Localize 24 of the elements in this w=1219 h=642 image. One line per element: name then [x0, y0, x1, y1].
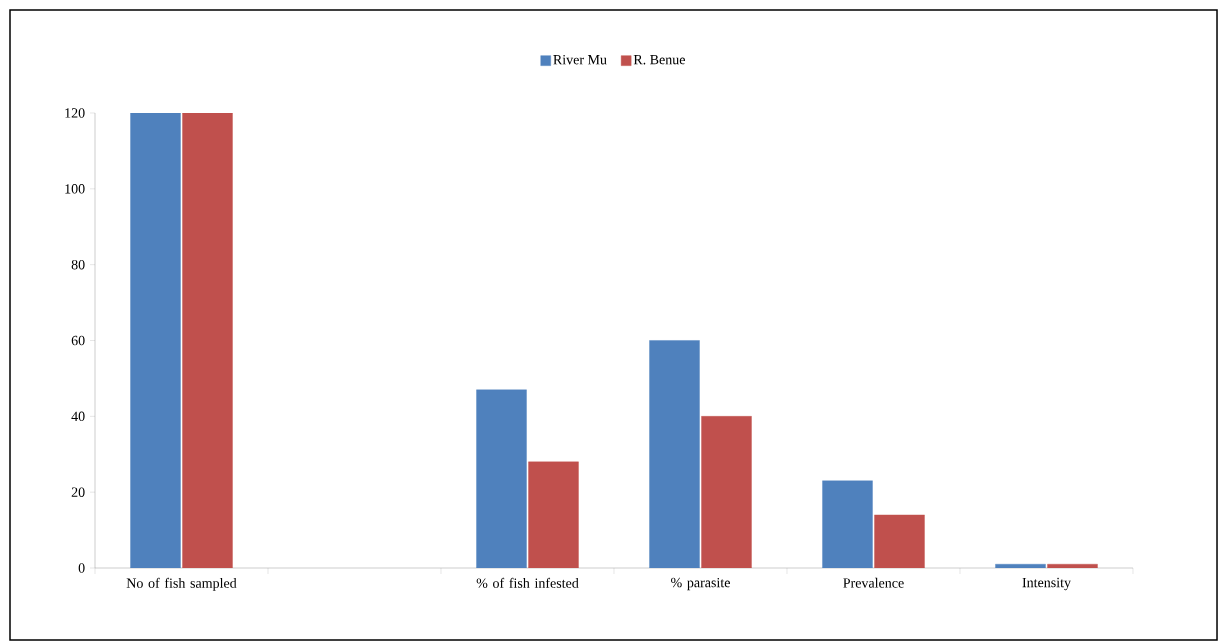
- legend-label: R. Benue: [633, 55, 685, 65]
- y-tick-label: 120: [65, 108, 85, 118]
- bar: [1047, 564, 1098, 568]
- bar: [995, 564, 1046, 568]
- legend-label: River Mu: [553, 54, 607, 65]
- y-tick-label: 40: [71, 411, 85, 422]
- x-tick-label: % of fish infested: [476, 577, 579, 588]
- bar: [182, 113, 233, 568]
- y-tick-label: 80: [71, 259, 85, 270]
- bar: [130, 113, 181, 568]
- y-tick-label: 60: [71, 335, 85, 346]
- x-tick-label: No of fish sampled: [126, 577, 237, 591]
- x-tick-label: Prevalence: [843, 577, 904, 588]
- bar: [649, 340, 700, 568]
- bar: [874, 514, 925, 568]
- y-tick-label: 0: [78, 563, 85, 573]
- bar: [701, 416, 752, 568]
- y-tick-label: 100: [65, 184, 85, 194]
- bar: [476, 389, 527, 568]
- bar: [528, 461, 579, 568]
- bar: [822, 480, 873, 568]
- y-tick-label: 20: [71, 487, 85, 497]
- x-tick-label: Intensity: [1022, 577, 1071, 591]
- x-tick-label: % parasite: [671, 577, 730, 591]
